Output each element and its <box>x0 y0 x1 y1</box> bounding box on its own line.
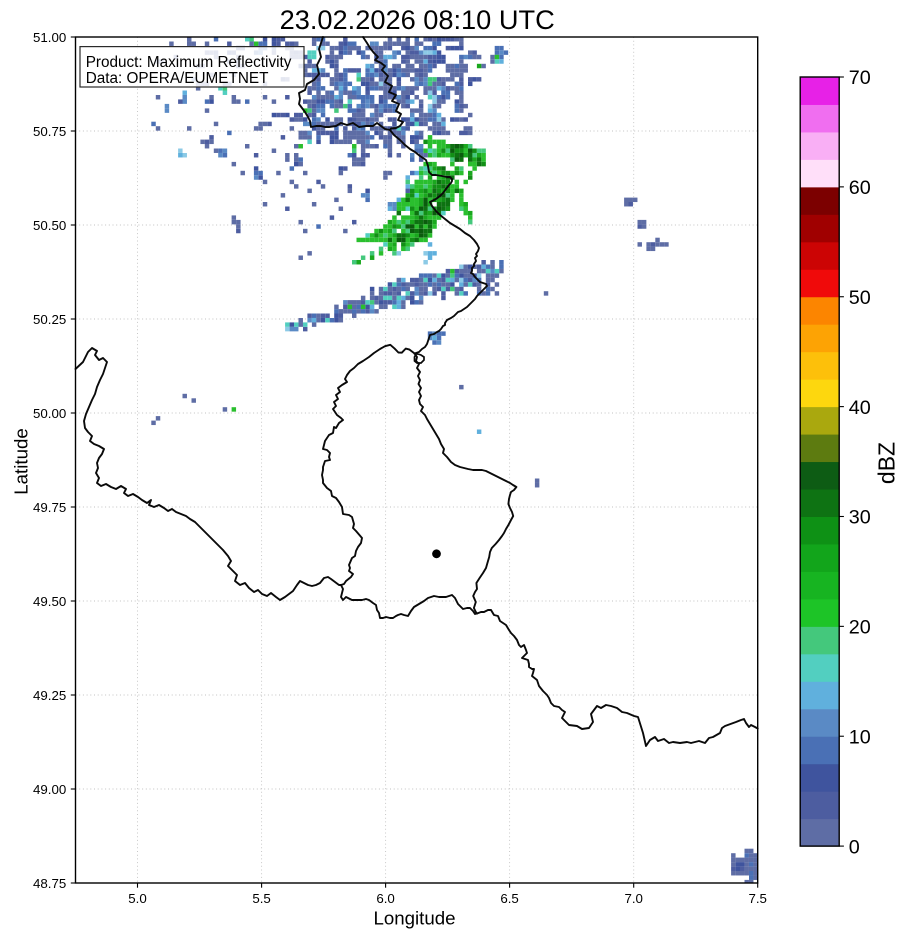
svg-text:50.00: 50.00 <box>33 406 66 421</box>
svg-text:20: 20 <box>849 617 871 639</box>
svg-text:60: 60 <box>849 177 871 199</box>
svg-text:49.75: 49.75 <box>33 500 66 515</box>
svg-text:6.5: 6.5 <box>500 891 519 906</box>
svg-text:6.0: 6.0 <box>376 891 395 906</box>
svg-text:50.50: 50.50 <box>33 218 66 233</box>
svg-text:40: 40 <box>849 397 871 419</box>
svg-text:50.25: 50.25 <box>33 312 66 327</box>
svg-text:5.5: 5.5 <box>252 891 271 906</box>
svg-text:70: 70 <box>849 67 871 89</box>
svg-text:10: 10 <box>849 726 871 748</box>
svg-text:Longitude: Longitude <box>373 908 455 929</box>
svg-text:0: 0 <box>849 836 860 858</box>
svg-text:30: 30 <box>849 507 871 529</box>
svg-text:dBZ: dBZ <box>874 442 900 484</box>
svg-text:7.5: 7.5 <box>748 891 767 906</box>
svg-text:49.50: 49.50 <box>33 594 66 609</box>
svg-text:5.0: 5.0 <box>128 891 147 906</box>
svg-text:23.02.2026 08:10 UTC: 23.02.2026 08:10 UTC <box>280 4 555 35</box>
svg-text:49.00: 49.00 <box>33 782 66 797</box>
svg-text:7.0: 7.0 <box>624 891 643 906</box>
svg-text:Latitude: Latitude <box>10 428 31 495</box>
svg-text:Product: Maximum Reflectivity: Product: Maximum Reflectivity <box>86 54 292 71</box>
svg-text:48.75: 48.75 <box>33 876 66 891</box>
svg-text:Data: OPERA/EUMETNET: Data: OPERA/EUMETNET <box>86 70 269 87</box>
svg-text:49.25: 49.25 <box>33 688 66 703</box>
svg-text:51.00: 51.00 <box>33 30 66 45</box>
svg-text:50.75: 50.75 <box>33 124 66 139</box>
svg-text:50: 50 <box>849 287 871 309</box>
